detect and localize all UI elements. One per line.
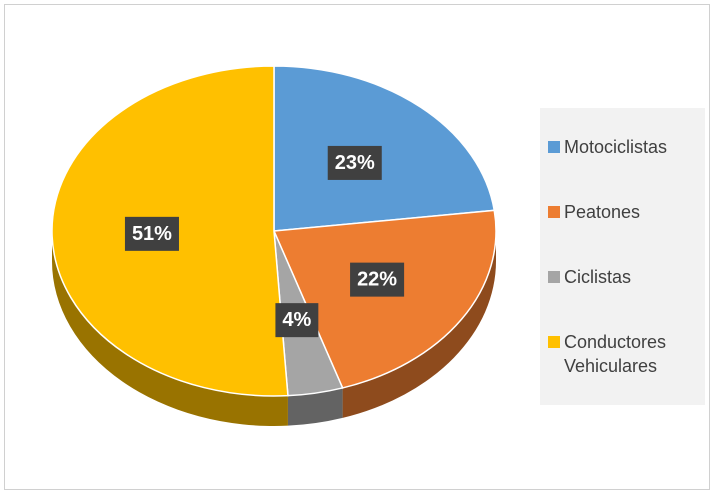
slice-side (342, 231, 496, 418)
data-label-group: 22% (350, 262, 405, 297)
legend-swatch (548, 336, 560, 349)
legend-label: Conductores Vehiculares (564, 332, 667, 377)
data-label-box (327, 145, 382, 180)
data-label-box (275, 303, 319, 338)
legend-item: Peatones (540, 200, 705, 224)
data-label-group: 4% (275, 303, 319, 338)
slice (273, 65, 496, 232)
data-label: 4% (282, 309, 311, 331)
legend-label: Motociclistas (564, 136, 668, 157)
legend-swatch (548, 205, 560, 218)
data-label: 22% (357, 269, 397, 291)
data-label-box (350, 262, 405, 297)
data-label: 23% (335, 152, 375, 174)
slice (272, 209, 497, 389)
legend-item: Conductores Vehiculares (540, 330, 705, 378)
legend-item: Motociclistas (540, 135, 705, 159)
legend-label: Ciclistas (564, 267, 632, 288)
legend-label: Peatones (564, 201, 641, 222)
slice-side (287, 387, 343, 426)
data-label-group: 23% (327, 145, 382, 180)
legend-swatch (548, 271, 560, 284)
chart-frame (4, 4, 710, 490)
legend-item: Ciclistas (540, 265, 705, 289)
legend-swatch (548, 140, 560, 153)
data-label-group: 51% (124, 216, 179, 251)
slice-side (52, 231, 288, 426)
data-label-box (124, 216, 179, 251)
legend: Motociclistas Peatones Ciclistas Conductore… (540, 108, 705, 405)
data-label: 51% (132, 223, 172, 245)
